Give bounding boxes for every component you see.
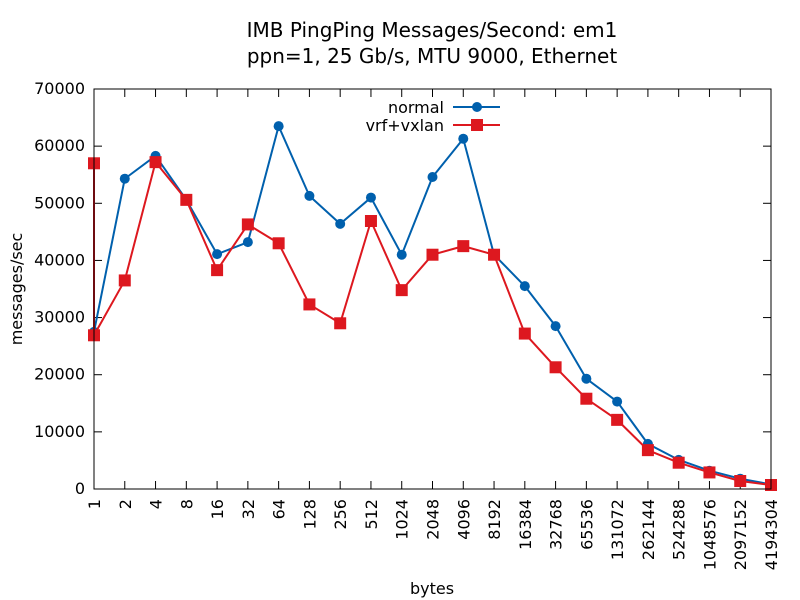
data-point — [519, 281, 530, 292]
x-axis-tick-label: 1048576 — [700, 499, 719, 570]
x-axis-tick-label: 8192 — [485, 499, 504, 540]
x-axis-tick-label: 128 — [300, 499, 319, 530]
x-axis-tick-label: 2 — [116, 499, 135, 509]
data-point — [703, 466, 716, 479]
x-axis-tick-label: 64 — [270, 499, 289, 519]
y-axis-tick-label: 40000 — [34, 250, 85, 269]
data-point — [457, 240, 470, 253]
data-point — [549, 361, 562, 374]
y-axis-label: messages/sec — [7, 233, 26, 346]
data-point — [335, 218, 346, 229]
data-point — [612, 396, 623, 407]
y-axis-tick-label: 10000 — [34, 422, 85, 441]
x-axis-tick-label: 65536 — [577, 499, 596, 550]
data-point — [580, 392, 593, 405]
data-point — [641, 444, 654, 457]
y-axis-tick-label: 30000 — [34, 308, 85, 327]
chart-subtitle: ppn=1, 25 Gb/s, MTU 9000, Ethernet — [247, 44, 618, 68]
data-point — [396, 249, 407, 260]
data-point — [272, 237, 285, 250]
legend-marker-normal — [472, 102, 482, 112]
data-point — [304, 190, 315, 201]
x-axis-tick-label: 32 — [239, 499, 258, 519]
x-axis-tick-label: 256 — [331, 499, 350, 530]
x-axis-tick-label: 2097152 — [731, 499, 750, 570]
x-axis-tick-label: 4 — [147, 499, 166, 509]
data-point — [581, 373, 592, 384]
x-axis-tick-label: 2048 — [424, 499, 443, 540]
data-point — [211, 264, 224, 277]
data-point — [212, 249, 223, 260]
x-axis-tick-label: 4194304 — [762, 499, 781, 570]
plot-ticks — [93, 88, 772, 490]
data-point — [149, 156, 162, 169]
x-axis-tick-label: 1 — [85, 499, 104, 509]
data-point — [118, 274, 131, 287]
plot-area-frame — [93, 88, 772, 490]
y-axis-tick-label: 60000 — [34, 136, 85, 155]
plot-series — [88, 121, 777, 491]
data-point — [426, 248, 439, 261]
x-axis-tick-label: 524288 — [670, 499, 689, 560]
x-axis-tick-label: 16384 — [516, 499, 535, 550]
x-axis-tick-label: 8 — [177, 499, 196, 509]
chart-title: IMB PingPing Messages/Second: em1 — [247, 18, 618, 42]
data-point — [427, 172, 438, 182]
data-point — [550, 321, 561, 332]
x-axis-tick-label: 262144 — [639, 499, 658, 560]
data-point — [395, 284, 408, 297]
x-axis-tick-label: 32768 — [547, 499, 566, 550]
data-point — [119, 173, 130, 184]
data-point — [334, 317, 347, 330]
data-point — [458, 133, 469, 144]
y-axis-tick-label: 50000 — [34, 193, 85, 212]
data-point — [488, 248, 501, 261]
y-axis-tick-label: 0 — [75, 479, 85, 498]
data-point — [611, 413, 624, 426]
legend-label-normal: normal — [388, 98, 444, 117]
data-point — [303, 298, 316, 311]
data-point — [365, 192, 376, 203]
x-axis-tick-label: 131072 — [608, 499, 627, 560]
legend: normal vrf+vxlan — [366, 98, 500, 135]
x-axis-tick-label: 512 — [362, 499, 381, 530]
y-axis-tick-labels: 0 10000 20000 30000 40000 50000 60000 70000 — [34, 79, 85, 498]
data-point — [672, 456, 685, 469]
x-axis-tick-label: 4096 — [454, 499, 473, 540]
y-axis-tick-label: 20000 — [34, 365, 85, 384]
data-point — [241, 218, 254, 231]
data-point — [242, 237, 253, 248]
data-point — [273, 121, 284, 132]
legend-marker-vrf-vxlan — [471, 119, 483, 131]
series-1 — [88, 156, 777, 491]
x-axis-label: bytes — [410, 579, 454, 598]
x-axis-tick-label: 16 — [208, 499, 227, 519]
legend-label-vrf-vxlan: vrf+vxlan — [366, 116, 444, 135]
x-axis-tick-labels: 1 2 4 8 16 32 64 128 256 512 1024 2048 4096 8192 16384… — [85, 499, 781, 570]
x-axis-tick-label: 1024 — [393, 499, 412, 540]
data-point — [734, 475, 747, 487]
y-axis-tick-label: 70000 — [34, 79, 85, 98]
data-point — [364, 215, 377, 227]
data-point — [180, 193, 193, 206]
data-point — [518, 327, 531, 340]
